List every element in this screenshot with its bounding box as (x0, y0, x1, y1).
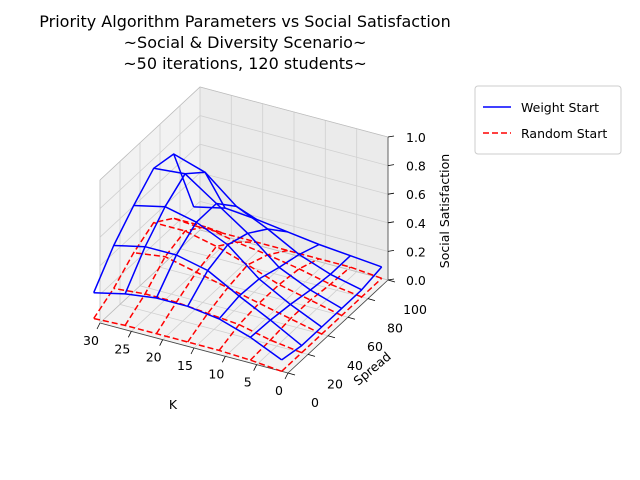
x-tick-mark (159, 339, 164, 346)
chart-title: Priority Algorithm Parameters vs Social … (39, 12, 450, 31)
x-tick-label: 15 (177, 358, 193, 373)
y-tick-label: 60 (367, 339, 383, 354)
weight-start-line-k (93, 153, 195, 293)
pane-edge (99, 86, 389, 181)
x-tick-mark (221, 356, 226, 363)
weight-start-line-spread (153, 167, 343, 310)
chart-subtitle-2: ~50 iterations, 120 students~ (123, 54, 366, 73)
legend-label-weight-start: Weight Start (521, 100, 599, 115)
weight-start-line-spread (193, 206, 382, 268)
weight-start-line-k (249, 255, 351, 338)
random-start-line-spread (93, 317, 282, 373)
random-start-line-k (281, 277, 383, 372)
left-pane (100, 87, 200, 323)
random-start-line-k (187, 249, 288, 343)
weight-start-wireframe (93, 153, 383, 361)
x-tick-label: 5 (244, 375, 252, 390)
weight-start-line-spread (133, 204, 323, 328)
random-start-line-k (249, 266, 351, 361)
weight-start-line-spread (93, 291, 283, 361)
chart-subtitle-1: ~Social & Diversity Scenario~ (124, 33, 367, 52)
x-tick-mark (96, 322, 101, 330)
random-start-line-spread (113, 287, 302, 354)
x-tick-label: 30 (83, 333, 99, 348)
weight-start-line-spread (113, 244, 303, 347)
z-tick-mark (387, 192, 395, 195)
z-tick-mark (387, 135, 395, 138)
y-tick-label: 0 (311, 395, 319, 410)
y-tick-mark (367, 298, 376, 301)
z-tick-mark (387, 278, 395, 281)
y-tick-label: 40 (347, 358, 363, 373)
y-tick-label: 100 (403, 302, 427, 317)
z-tick-label: 1.0 (406, 130, 426, 145)
y-axis-line (287, 279, 389, 374)
z-tick-mark (387, 250, 395, 252)
z-tick-label: 0.2 (406, 244, 426, 259)
x-tick-mark (190, 347, 195, 355)
legend: Weight Start Random Start (474, 85, 622, 155)
random-start-line-k (155, 241, 257, 335)
y-tick-mark (347, 316, 356, 320)
x-axis-label: K (169, 397, 178, 412)
z-tick-mark (387, 164, 395, 166)
x-tick-mark (127, 331, 132, 338)
x-tick-mark (253, 364, 258, 371)
y-tick-mark (387, 279, 396, 283)
legend-frame (474, 85, 622, 155)
grid-line-z (99, 115, 389, 209)
x-tick-label: 20 (146, 350, 162, 365)
grid-line-z (99, 200, 389, 295)
weight-start-line-k (124, 171, 226, 295)
random-start-line-spread (193, 224, 382, 280)
z-tick-label: 0.8 (406, 159, 426, 174)
z-axis-label: Social Satisfaction (437, 154, 452, 268)
y-tick-mark (307, 354, 316, 357)
z-tick-label: 0.0 (406, 273, 426, 288)
x-tick-label: 10 (208, 366, 224, 381)
z-tick-mark (387, 221, 395, 224)
weight-start-line-k (187, 228, 288, 307)
legend-label-random-start: Random Start (521, 126, 607, 141)
y-tick-mark (327, 335, 336, 339)
x-tick-mark (284, 372, 289, 380)
z-tick-label: 0.6 (406, 187, 426, 202)
y-tick-label: 80 (387, 321, 403, 336)
weight-start-line-k (281, 266, 383, 361)
z-tick-label: 0.4 (406, 216, 426, 231)
pane-edge (99, 229, 389, 324)
weight-start-line-k (218, 243, 320, 320)
x-tick-label: 25 (114, 341, 130, 356)
random-start-line-k (124, 225, 226, 326)
x-tick-label: 0 (275, 383, 283, 398)
y-tick-mark (287, 372, 296, 376)
y-tick-label: 20 (327, 376, 343, 391)
weight-start-line-spread (173, 153, 363, 291)
